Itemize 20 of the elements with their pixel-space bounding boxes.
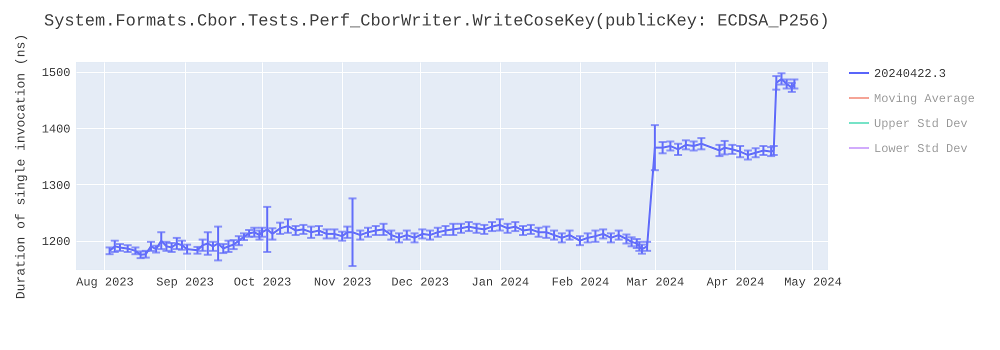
- legend-label: Moving Average: [874, 92, 975, 106]
- legend-label: Upper Std Dev: [874, 117, 968, 131]
- y-tick-label: 1500: [42, 66, 70, 80]
- legend-label: Lower Std Dev: [874, 142, 968, 156]
- chart-title: System.Formats.Cbor.Tests.Perf_CborWriter.WriteCoseKey(publicKey: ECDSA_P256): [44, 12, 830, 32]
- legend-label: 20240422.3: [874, 67, 946, 81]
- y-axis-title: Duration of single invocation (ns): [14, 34, 29, 300]
- x-tick-label: Aug 2023: [76, 276, 134, 290]
- x-tick-label: Mar 2024: [626, 276, 684, 290]
- x-tick-label: Oct 2023: [234, 276, 292, 290]
- x-tick-label: Feb 2024: [552, 276, 610, 290]
- x-tick-label: Dec 2023: [391, 276, 449, 290]
- x-tick-label: Apr 2024: [706, 276, 764, 290]
- x-tick-label: May 2024: [784, 276, 842, 290]
- x-tick-label: Nov 2023: [314, 276, 372, 290]
- y-tick-label: 1400: [42, 122, 70, 136]
- y-tick-label: 1200: [42, 235, 70, 250]
- y-tick-label: 1300: [42, 178, 70, 193]
- x-tick-label: Sep 2023: [156, 276, 214, 290]
- x-tick-label: Jan 2024: [472, 276, 530, 290]
